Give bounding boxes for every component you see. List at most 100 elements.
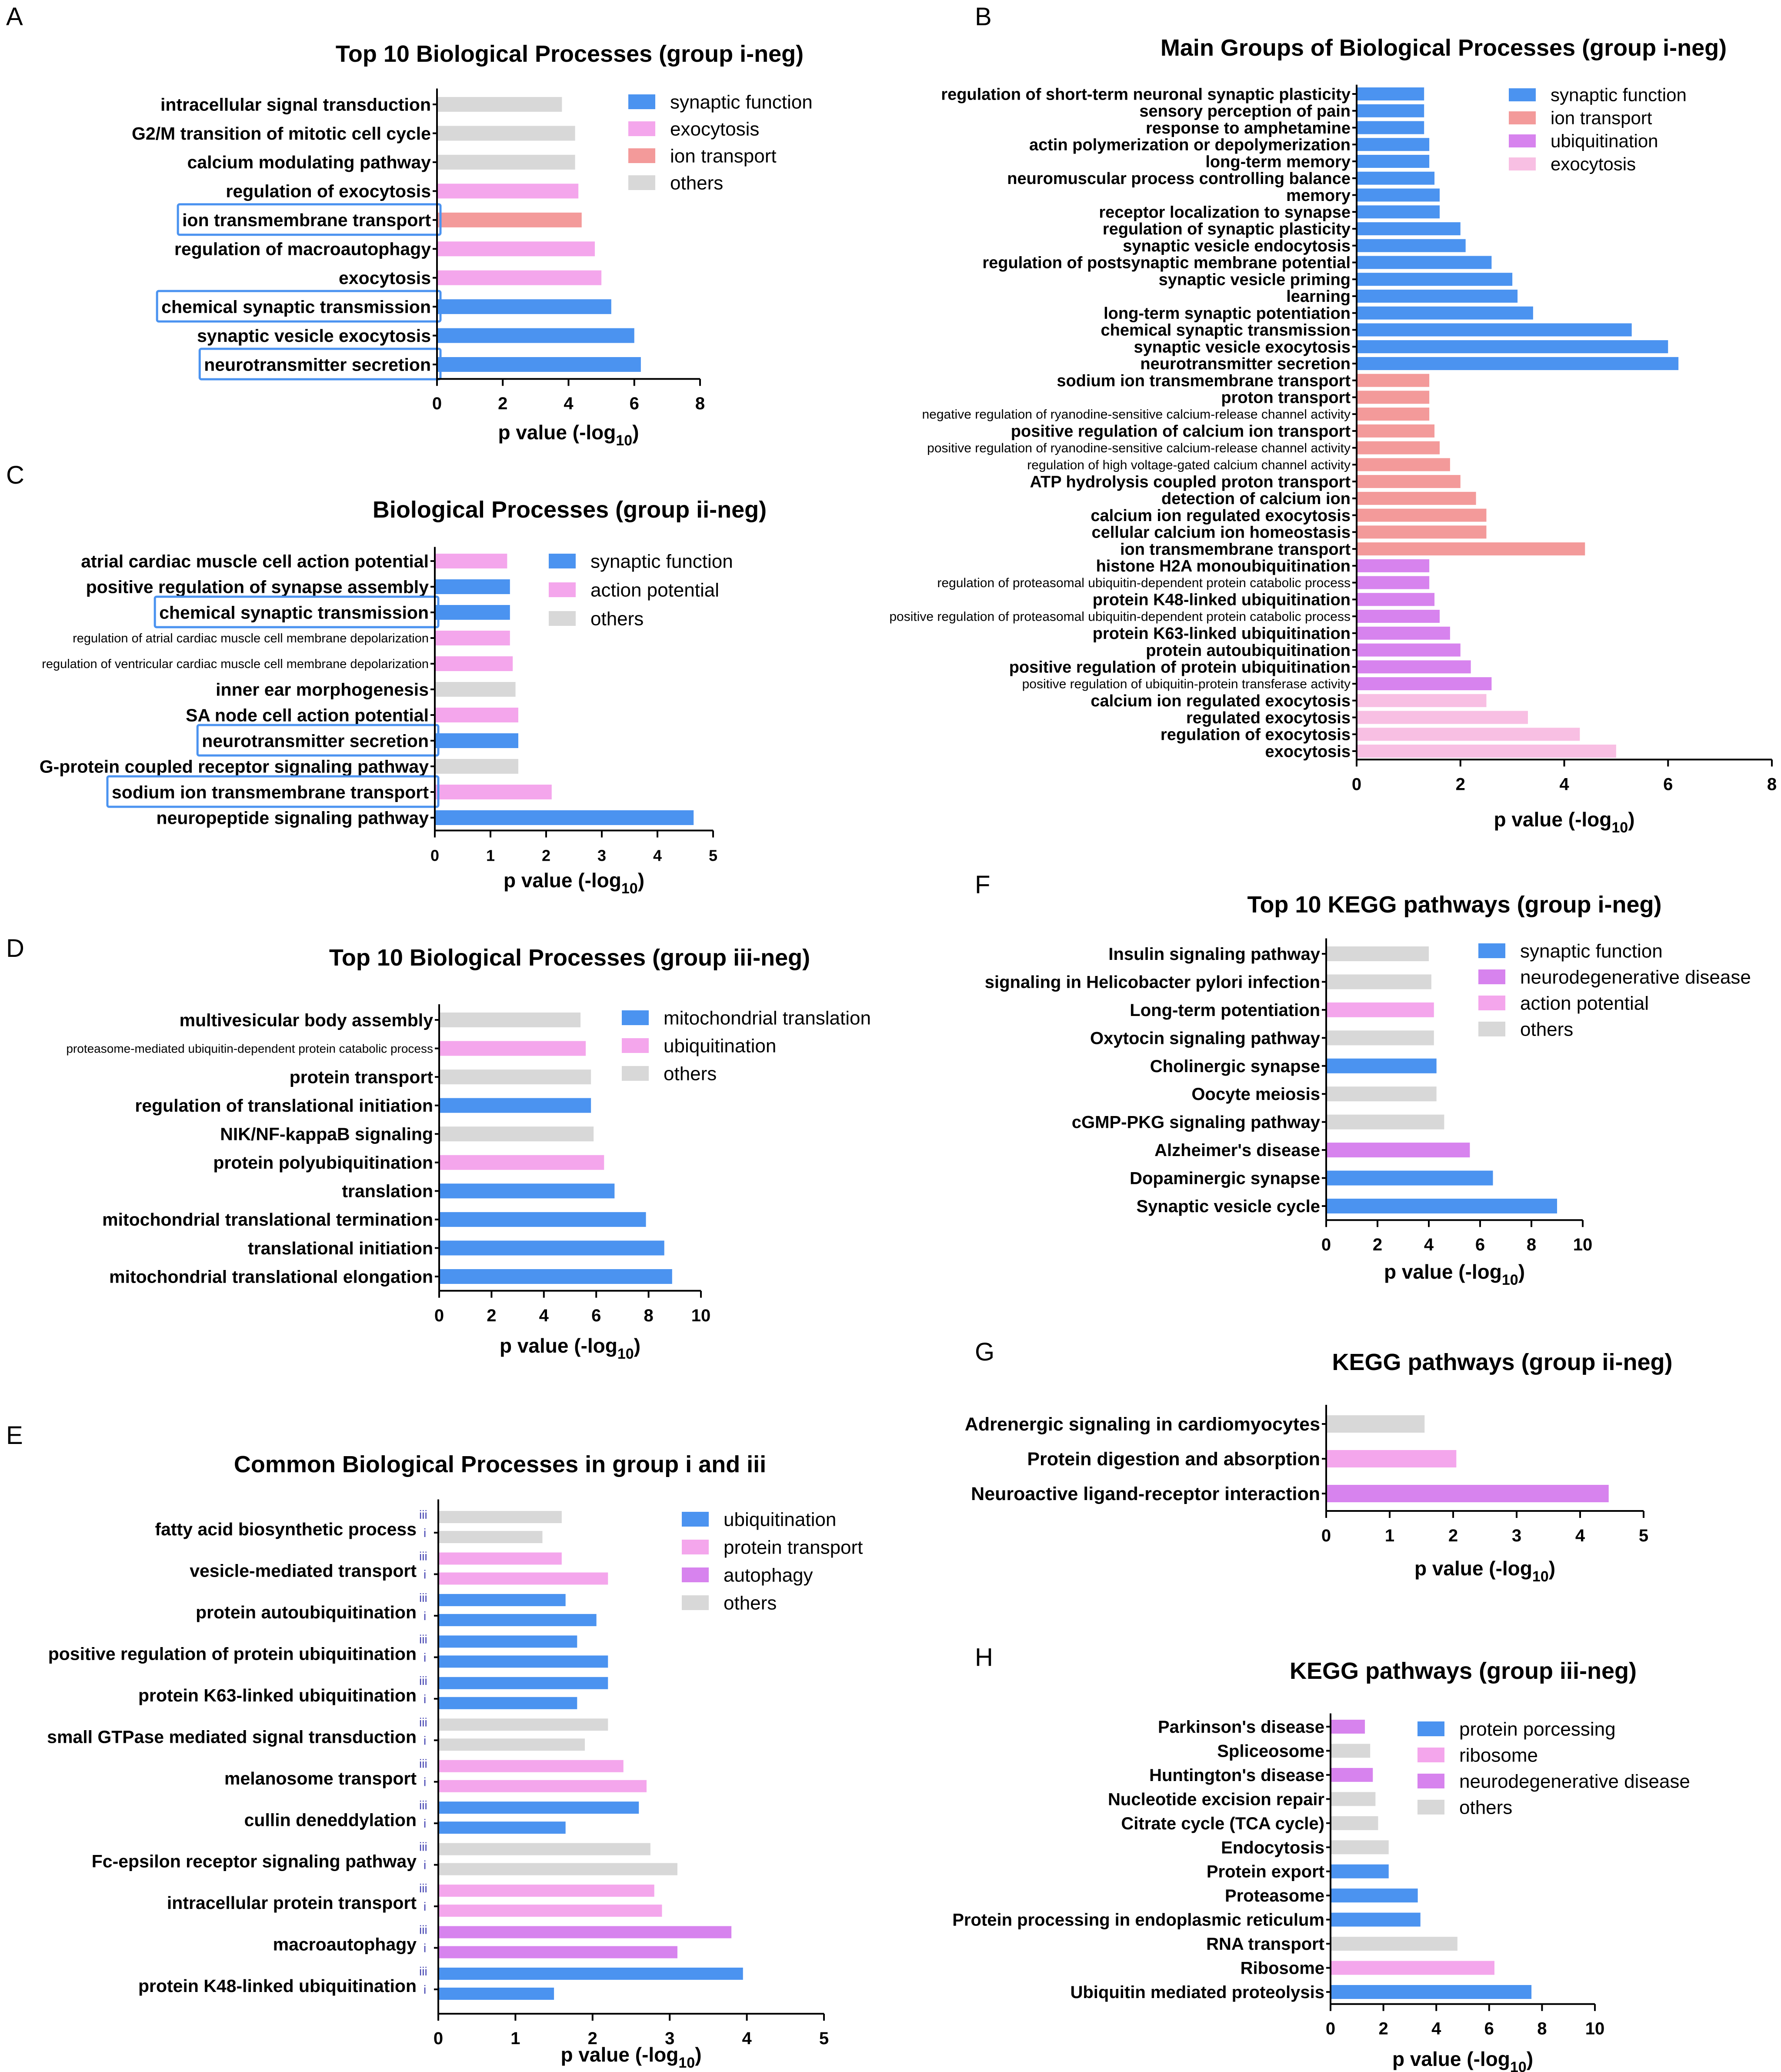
x-tick-label: 6 [1475,1235,1485,1254]
x-axis-label: p value (-log10) [1494,808,1634,836]
category-label: exocytosis [339,268,431,288]
x-tick-label: 1 [1385,1526,1394,1545]
x-axis-label-sub: 10 [678,2055,695,2071]
x-axis-label-end: ) [638,869,644,892]
bar-calcium-ion-regulated-exocytosis [1357,694,1487,707]
legend-label: protein transport [724,1537,863,1558]
category-label: Parkinson's disease [1158,1718,1324,1737]
x-tick-label: 0 [430,847,439,865]
legend-label: action potential [590,579,719,601]
category-label: Huntington's disease [1149,1766,1324,1785]
category-label: translation [342,1181,433,1201]
category-label: positive regulation of ubiquitin-protein… [1022,677,1351,692]
legend-swatch-others [628,175,655,190]
bar-citrate-cycle-tca-cycle [1331,1816,1378,1830]
x-axis-label: p value (-log10) [498,421,639,449]
bar-synaptic-vesicle-exocytosis [1357,340,1668,354]
category-label: long-term memory [1205,153,1351,171]
bar-exocytosis [437,270,602,285]
category-label: long-term synaptic potentiation [1104,304,1351,323]
bar-actin-polymerization-or-depolymerization [1357,138,1430,151]
legend-swatch-mitochondrial-translation [622,1010,649,1025]
bar-neuromuscular-process-controlling-balance [1357,171,1435,185]
category-label: signaling in Helicobacter pylori infecti… [985,973,1320,992]
legend-label: others [1520,1019,1573,1040]
x-tick-label: 0 [432,394,442,413]
panel-label-a: A [6,3,23,31]
category-label: positive regulation of protein ubiquitin… [1009,658,1351,677]
category-label: melanosome transport [224,1768,417,1788]
category-label: RNA transport [1206,1935,1324,1954]
category-label: mitochondrial translational termination [102,1210,433,1230]
category-label: Spliceosome [1217,1741,1324,1761]
bar-regulation-of-translational-initiation [439,1098,591,1113]
legend-label: synaptic function [590,551,733,572]
category-label: calcium ion regulated exocytosis [1091,692,1351,710]
x-tick-label: 4 [742,2029,752,2048]
bar-learning [1357,289,1518,303]
bar-intracellular-protein-transport-iii [438,1885,654,1897]
bar-proteasome-mediated-ubiquitin-dependent-protein-catabolic-process [439,1041,586,1056]
bar-atrial-cardiac-muscle-cell-action-potential [435,554,507,568]
category-label: regulation of short-term neuronal synapt… [941,85,1351,104]
bar-protein-polyubiquitination [439,1155,604,1170]
x-axis-label: p value (-log10) [1392,2048,1533,2072]
bar-translational-initiation [439,1240,664,1256]
x-axis-label-main: p value (-log [1494,808,1611,831]
series-tag-i: i [424,1734,426,1747]
x-tick-label: 0 [1352,775,1361,794]
chart-title-f: Top 10 KEGG pathways (group i-neg) [1247,892,1661,918]
bar-protein-k48-linked-ubiquitination [1357,593,1435,606]
x-tick-label: 6 [1484,2019,1494,2039]
x-axis-label-end: ) [695,2043,701,2066]
category-label: calcium ion regulated exocytosis [1091,507,1351,525]
bar-protein-k63-linked-ubiquitination-iii [438,1677,608,1689]
x-tick-label: 0 [1321,1235,1331,1254]
category-label: response to amphetamine [1146,119,1351,137]
x-tick-label: 0 [434,1306,444,1325]
legend-swatch-protein-transport [682,1540,709,1554]
bar-positive-regulation-of-synapse-assembly [435,579,510,594]
bar-translation [439,1183,615,1199]
series-tag-i: i [424,1692,426,1706]
bar-insulin-signaling-pathway [1326,946,1429,961]
x-tick-label: 4 [1431,2019,1441,2039]
category-label: regulation of exocytosis [226,181,431,201]
x-tick-label: 1 [510,2029,520,2048]
bar-fatty-acid-biosynthetic-process-i [438,1531,543,1543]
legend-label: synaptic function [1520,940,1663,962]
category-label: Neuroactive ligand-receptor interaction [971,1484,1320,1504]
bar-regulation-of-ventricular-cardiac-muscle-cell-membrane-depolarization [435,656,513,671]
legend-swatch-others [1478,1022,1505,1036]
panel-g: G KEGG pathways (group ii-neg) Adrenergic … [965,1338,1673,1585]
bar-neuroactive-ligand-receptor-interaction [1326,1485,1609,1502]
x-tick-label: 2 [588,2029,597,2048]
legend-swatch-ion-transport [1509,111,1536,124]
series-tag-iii: iii [419,1508,427,1521]
series-tag-i: i [424,1526,426,1540]
category-label: SA node cell action potential [186,705,429,725]
bar-mitochondrial-translational-termination [439,1212,646,1227]
category-label: macroautophagy [273,1935,417,1955]
highlight-box [156,290,442,323]
category-label: Proteasome [1225,1886,1324,1905]
x-tick-label: 10 [691,1306,711,1325]
legend-label: protein porcessing [1459,1718,1616,1740]
category-label: neurotransmitter secretion [1140,355,1351,373]
bar-small-gtpase-mediated-signal-transduction-i [438,1738,585,1751]
category-label: atrial cardiac muscle cell action potent… [81,551,429,571]
highlight-box [153,595,440,628]
category-label: Oocyte meiosis [1191,1085,1320,1104]
bar-positive-regulation-of-protein-ubiquitination-i [438,1655,608,1668]
bar-small-gtpase-mediated-signal-transduction-iii [438,1718,608,1731]
x-tick-label: 2 [542,847,550,865]
category-label: protein K48-linked ubiquitination [138,1976,417,1996]
category-label: regulation of proteasomal ubiquitin-depe… [937,576,1351,590]
series-tag-iii: iii [419,1632,427,1646]
category-label: neuropeptide signaling pathway [157,808,429,828]
panel-label-c: C [6,461,24,489]
bar-spliceosome [1331,1744,1371,1758]
category-label: cGMP-PKG signaling pathway [1072,1113,1321,1132]
series-tag-i: i [424,1567,426,1581]
